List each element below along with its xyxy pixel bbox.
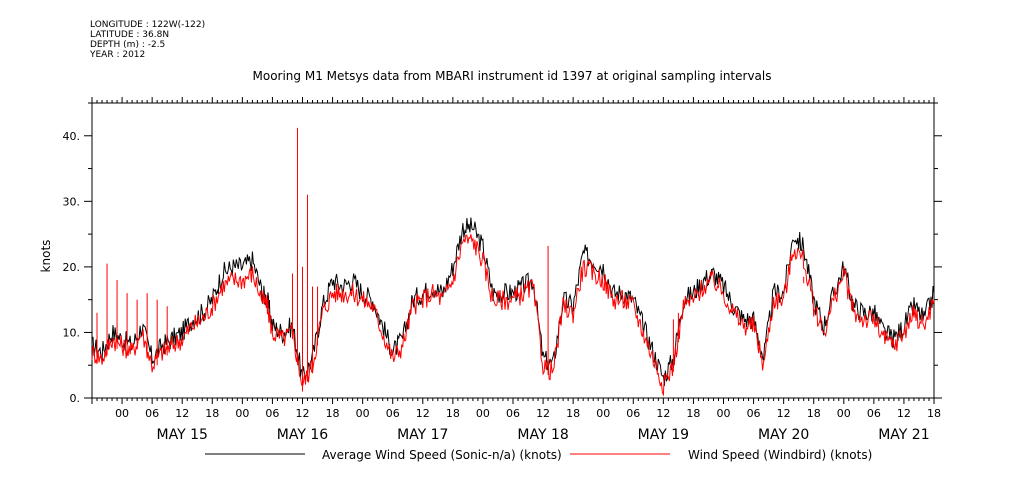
x-tick-label-hour: 00 — [837, 407, 851, 420]
y-tick-label: 20. — [63, 261, 81, 274]
x-tick-label-day: MAY 18 — [517, 427, 568, 443]
x-tick-label-day: MAY 20 — [758, 427, 809, 443]
x-tick-label-hour: 12 — [296, 407, 310, 420]
y-tick-label: 30. — [63, 195, 81, 208]
x-tick-label-hour: 00 — [476, 407, 490, 420]
x-tick-label-hour: 18 — [205, 407, 219, 420]
legend-label-windbird: Wind Speed (Windbird) (knots) — [688, 448, 872, 462]
x-tick-label-hour: 06 — [265, 407, 279, 420]
x-tick-label-hour: 06 — [626, 407, 640, 420]
x-tick-label-hour: 06 — [386, 407, 400, 420]
chart-title: Mooring M1 Metsys data from MBARI instru… — [253, 69, 772, 83]
x-tick-label-day: MAY 17 — [397, 427, 448, 443]
metadata-depth: DEPTH (m) : -2.5 — [90, 40, 166, 50]
x-tick-label-hour: 18 — [686, 407, 700, 420]
x-tick-label-hour: 18 — [566, 407, 580, 420]
x-tick-label-day: MAY 21 — [878, 427, 929, 443]
plot-frame — [91, 102, 935, 399]
x-tick-label-hour: 00 — [596, 407, 610, 420]
x-tick-label-hour: 00 — [115, 407, 129, 420]
x-tick-label-day: MAY 19 — [638, 427, 689, 443]
metadata-latitude: LATITUDE : 36.8N — [90, 30, 170, 40]
y-axis-label: knots — [39, 240, 53, 273]
x-tick-label-hour: 18 — [807, 407, 821, 420]
metadata-block: LONGITUDE : 122W(-122) LATITUDE : 36.8N … — [90, 20, 205, 60]
x-tick-label-hour: 18 — [446, 407, 460, 420]
x-tick-label-day: MAY 15 — [157, 427, 208, 443]
series-line-2 — [91, 234, 935, 397]
x-tick-label-hour: 18 — [927, 407, 941, 420]
x-tick-label-hour: 12 — [175, 407, 189, 420]
x-tick-label-hour: 00 — [235, 407, 249, 420]
series-line-1 — [92, 217, 935, 386]
x-tick-label-hour: 00 — [717, 407, 731, 420]
x-tick-label-hour: 06 — [747, 407, 761, 420]
x-tick-label-hour: 12 — [777, 407, 791, 420]
plot-area: 00 06 12 18 00 06 12 18 00 06 12 18 00 06 12 18 00 06 12 18… — [63, 97, 942, 443]
y-tick-label: 10. — [63, 326, 81, 339]
x-tick-label-day: MAY 16 — [277, 427, 328, 443]
x-tick-label-hour: 12 — [416, 407, 430, 420]
metadata-longitude: LONGITUDE : 122W(-122) — [90, 20, 206, 30]
x-tick-label-hour: 12 — [897, 407, 911, 420]
y-tick-label: 0. — [70, 392, 81, 405]
x-tick-label-hour: 12 — [536, 407, 550, 420]
y-tick-label: 40. — [63, 130, 81, 143]
x-tick-label-hour: 00 — [356, 407, 370, 420]
x-tick-label-hour: 12 — [656, 407, 670, 420]
x-tick-label-hour: 06 — [145, 407, 159, 420]
legend-label-average: Average Wind Speed (Sonic-n/a) (knots) — [322, 448, 562, 462]
x-tick-label-hour: 18 — [326, 407, 340, 420]
legend: Average Wind Speed (Sonic-n/a) (knots) Wi… — [205, 448, 872, 462]
metadata-year: YEAR : 2012 — [90, 50, 146, 60]
x-tick-label-hour: 06 — [867, 407, 881, 420]
x-tick-label-hour: 06 — [506, 407, 520, 420]
